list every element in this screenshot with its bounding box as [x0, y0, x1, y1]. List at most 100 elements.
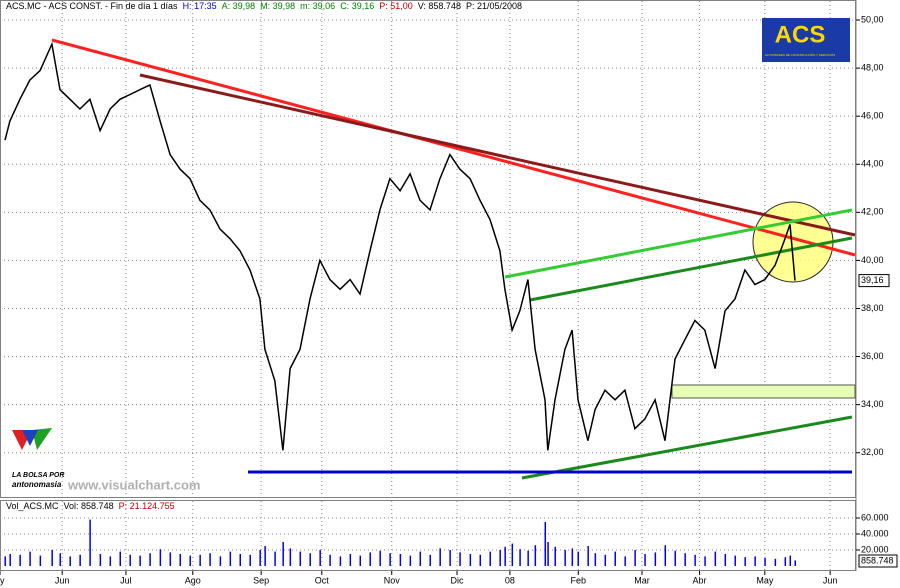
volume-bar: [409, 555, 412, 566]
volume-bar: [449, 550, 451, 566]
y-tick-label: 40.000: [861, 528, 889, 538]
volume-bar: [282, 542, 284, 566]
volume-bar: [504, 546, 506, 566]
support-zone: [671, 384, 856, 399]
volume-bar: [654, 552, 657, 566]
volume-bar: [604, 554, 607, 566]
y-tick-label: 40,00: [861, 255, 884, 265]
volume-bar: [511, 543, 514, 566]
volume-bar: [219, 556, 222, 566]
volume-bar: [764, 558, 766, 566]
volume-bar: [459, 552, 461, 566]
y-tick-label: 42,00: [861, 207, 884, 217]
volume-bar: [644, 554, 646, 566]
x-tick-label: Nov: [384, 575, 401, 585]
watermark: LA BOLSA POR antonomasia www.visualchart…: [12, 428, 200, 492]
trend-line: [504, 208, 853, 279]
panel-header: Vol_ACS.MC Vol: 858.748 P: 21.124.755: [6, 501, 175, 511]
x-tick-label: Oct: [315, 575, 330, 585]
volume-bar: [789, 555, 792, 566]
header-info: Vol: 858.748: [64, 501, 114, 511]
volume-bar: [519, 549, 521, 566]
volume-bar: [299, 551, 302, 566]
volume-bar: [399, 554, 402, 566]
y-tick-label: 48,00: [861, 62, 884, 72]
volume-panel: [0, 500, 856, 571]
last-volume-label: 858.748: [861, 555, 894, 565]
volume-bar: [349, 554, 352, 566]
header-info: H: 17:35: [183, 1, 217, 11]
x-tick-label: Jul: [120, 575, 132, 585]
volume-bar: [587, 546, 589, 566]
volume-bar: [189, 555, 191, 566]
volume-bar: [149, 553, 151, 566]
y-tick-label: 60.000: [861, 512, 889, 522]
volume-bar: [624, 556, 626, 566]
volume-bar: [577, 551, 579, 566]
x-tick-label: 08: [505, 575, 515, 585]
volume-bar: [119, 551, 122, 566]
volume-bar: [744, 557, 746, 566]
volume-bar: [389, 553, 391, 566]
volume-bar: [274, 551, 276, 566]
header-info: P: 21.124.755: [119, 501, 175, 511]
volume-bar: [734, 555, 736, 566]
price-line: [4, 41, 796, 451]
volume-bar: [684, 553, 686, 566]
volume-bar: [714, 551, 717, 566]
volume-bar: [9, 554, 11, 566]
x-tick-label: Dic: [451, 575, 464, 585]
logo-tagline: ACTIVIDADES DE CONSTRUCCIÓN Y SERVICIOS: [765, 52, 835, 57]
volume-bar: [704, 556, 706, 566]
x-tick-label: Feb: [571, 575, 587, 585]
volume-bar: [594, 553, 597, 566]
y-tick-label: 36,00: [861, 351, 884, 361]
volume-bar: [564, 550, 566, 566]
volume-bar: [544, 522, 547, 566]
volume-bar: [19, 554, 21, 566]
y-tick-label: 32,00: [861, 447, 884, 457]
logo-name: ACS: [775, 21, 826, 48]
y-tick-label: 34,00: [861, 399, 884, 409]
x-tick-label: Ago: [185, 575, 201, 585]
volume-bar: [264, 546, 266, 566]
x-tick-label: Abr: [693, 575, 707, 585]
price-panel: [0, 0, 856, 498]
header-info: A: 39,98: [222, 1, 256, 11]
volume-bar: [319, 550, 321, 566]
volume-bar: [339, 556, 342, 566]
volume-bar: [79, 554, 81, 566]
volume-bar: [571, 548, 574, 566]
volume-bar: [694, 554, 696, 566]
volume-bar: [309, 553, 311, 566]
volume-bar: [547, 542, 549, 566]
header-info: m: 39,06: [300, 1, 335, 11]
volume-bar: [794, 560, 796, 566]
logo: ACS ACTIVIDADES DE CONSTRUCCIÓN Y SERVIC…: [762, 18, 850, 62]
volume-bar: [419, 551, 422, 566]
volume-bar: [439, 548, 441, 566]
volume-bar: [499, 550, 501, 566]
volume-bar: [479, 554, 482, 566]
header-info: C: 39,16: [340, 1, 374, 11]
volume-bar: [51, 550, 53, 566]
volume-bar: [289, 548, 292, 566]
x-tick-label: Jun: [823, 575, 838, 585]
volume-bar: [139, 555, 141, 566]
watermark-icon: [32, 428, 52, 450]
last-volume-box: [858, 554, 898, 568]
y-tick-label: 44,00: [861, 159, 884, 169]
volume-bar: [469, 554, 472, 566]
watermark-text: LA BOLSA POR: [12, 472, 64, 479]
logo-box: [762, 18, 850, 62]
volume-bar: [369, 552, 371, 566]
volume-bar: [784, 557, 787, 566]
volume-bar: [109, 556, 112, 566]
volume-bar: [724, 554, 727, 566]
y-tick-label: 50,00: [861, 14, 884, 24]
volume-bar: [229, 551, 232, 566]
annotations: [51, 38, 856, 480]
volume-bar: [39, 555, 42, 566]
trend-line: [521, 415, 853, 480]
